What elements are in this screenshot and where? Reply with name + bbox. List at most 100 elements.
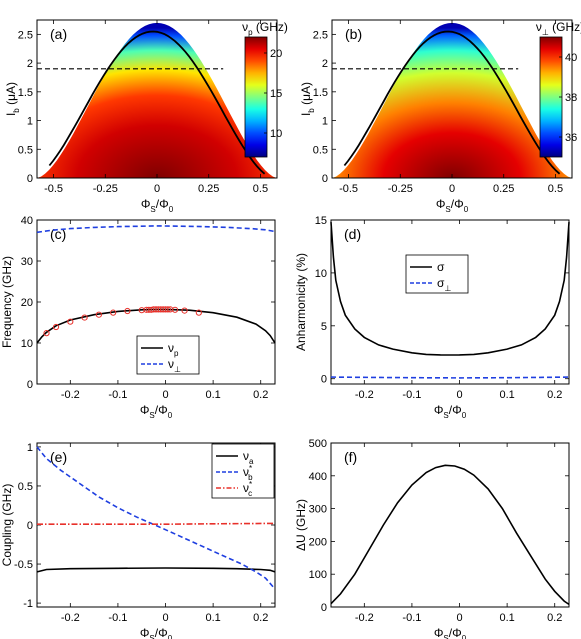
- y-tick-label: 2.5: [18, 29, 33, 41]
- y-tick-label: 0: [27, 379, 33, 391]
- x-tick-label: 0: [449, 183, 455, 195]
- y-tick-label: 0: [27, 173, 33, 185]
- colorbar-tick-label: 10: [270, 128, 282, 140]
- colorbar-tick-label: 15: [270, 88, 282, 100]
- y-tick-label: 2: [27, 58, 33, 70]
- data-point: [171, 306, 179, 313]
- x-tick-label: -0.2: [355, 612, 374, 624]
- legend-entry: ν* c: [243, 480, 252, 498]
- colorbar-label: ν⊥ (GHz): [536, 20, 581, 37]
- legend-entry: σ⊥: [437, 276, 451, 293]
- series-line-2: [37, 522, 276, 525]
- series-line-0: [330, 222, 570, 356]
- x-tick-label: 0: [154, 183, 160, 195]
- y-axis-label: Ib (μA): [4, 82, 21, 116]
- colorbar-tick-label: 20: [270, 48, 282, 60]
- x-tick-label: 0.2: [253, 612, 268, 624]
- y-tick-label: 0.5: [18, 144, 33, 156]
- y-tick-label: 1: [27, 116, 33, 128]
- y-tick-label: 5: [321, 321, 327, 333]
- x-axis-label: ΦS/Φ0: [436, 197, 469, 214]
- x-tick-label: 0.1: [205, 612, 220, 624]
- panel-label: (f): [344, 449, 357, 465]
- legend-entry: ν⊥: [168, 357, 181, 374]
- x-tick-label: -0.25: [93, 183, 118, 195]
- x-tick-label: -0.2: [355, 389, 374, 401]
- x-tick-label: 0.5: [548, 183, 563, 195]
- x-tick-label: 0.1: [499, 612, 514, 624]
- data-point: [81, 314, 88, 321]
- axes-frame: [330, 219, 570, 385]
- panel-a: 10 15 20 νp (GHz) -0.5 -0.25 0 0.25 0.5 0 0.5 1 1.5 2…: [4, 19, 288, 214]
- legend-box: [405, 254, 469, 294]
- y-tick-label: 30: [21, 256, 33, 268]
- y-tick-label: 0: [321, 374, 327, 386]
- y-tick-label: 1.5: [18, 87, 33, 99]
- data-point: [181, 307, 188, 314]
- y-axis-label: Ib (μA): [299, 82, 316, 116]
- legend-entry: νa: [243, 449, 254, 466]
- y-tick-label: 500: [309, 438, 327, 450]
- y-tick-label: 200: [309, 536, 327, 548]
- panel-label: (b): [345, 26, 362, 42]
- y-tick-label: 1: [27, 442, 33, 454]
- y-tick-label: 10: [21, 338, 33, 350]
- y-tick-label: 2: [322, 58, 328, 70]
- colorbar-tick-label: 36: [565, 132, 577, 144]
- x-tick-label: 0.2: [253, 389, 268, 401]
- y-tick-label: 15: [315, 215, 327, 227]
- axes-frame: [330, 442, 570, 608]
- x-tick-label: -0.1: [108, 612, 127, 624]
- y-tick-label: 400: [309, 471, 327, 483]
- data-point: [67, 318, 74, 325]
- series-line-1: [330, 376, 570, 379]
- series-line-0: [36, 567, 276, 573]
- panel-c: -0.2 -0.1 0 0.1 0.2 0 10 20 30 40 ΦS/Φ0 Frequency (…: [0, 215, 276, 420]
- y-tick-label: 100: [309, 569, 327, 581]
- x-tick-label: 0: [456, 612, 462, 624]
- y-tick-label: -0.5: [14, 559, 33, 571]
- critical-current-curve: [48, 30, 266, 175]
- y-axis-label: Frequency (GHz): [0, 256, 14, 348]
- y-tick-label: 40: [21, 215, 33, 227]
- legend-entry: νp: [168, 341, 179, 358]
- heatmap-region: [332, 22, 572, 178]
- x-tick-label: -0.5: [339, 183, 358, 195]
- y-axis-label: ΔU (GHz): [294, 499, 308, 551]
- data-point: [164, 306, 171, 313]
- panel-label: (e): [50, 449, 67, 465]
- y-axis-label: Anharmonicity (%): [294, 253, 308, 351]
- x-tick-label: -0.1: [402, 612, 421, 624]
- legend-box: [211, 443, 275, 499]
- colorbar-tick-label: 40: [565, 52, 577, 64]
- data-point: [195, 309, 202, 316]
- x-tick-label: -0.2: [61, 389, 80, 401]
- y-tick-label: 0: [27, 520, 33, 532]
- data-point: [110, 309, 117, 316]
- x-tick-label: 0.2: [547, 389, 562, 401]
- series-line-0: [330, 464, 570, 606]
- x-tick-label: 0.25: [493, 183, 514, 195]
- x-tick-label: -0.1: [108, 389, 127, 401]
- panel-e: -0.2 -0.1 0 0.1 0.2 -1 -0.5 0 0.5 1 ΦS/Φ0 Coupling …: [0, 442, 276, 639]
- x-tick-label: -0.2: [61, 612, 80, 624]
- x-axis-label: ΦS/Φ0: [141, 197, 174, 214]
- y-tick-label: 1.5: [313, 87, 328, 99]
- legend-box: [136, 335, 200, 375]
- data-point: [43, 330, 50, 337]
- legend-entry: ν* b: [243, 464, 253, 482]
- x-tick-label: 0.1: [499, 389, 514, 401]
- panel-f: -0.2 -0.1 0 0.1 0.2 0 100 200 300 400 500 ΦS/Φ0 ΔU (…: [294, 438, 570, 639]
- y-tick-label: 1: [322, 116, 328, 128]
- y-tick-label: 0: [322, 173, 328, 185]
- y-tick-label: 20: [21, 297, 33, 309]
- colorbar-label: νp (GHz): [242, 20, 288, 37]
- critical-current-curve: [343, 30, 561, 175]
- x-tick-label: -0.25: [388, 183, 413, 195]
- y-axis-label: Coupling (GHz): [0, 484, 14, 567]
- x-tick-label: 0: [456, 389, 462, 401]
- x-axis-label: ΦS/Φ0: [140, 626, 173, 639]
- x-axis-label: ΦS/Φ0: [140, 403, 173, 420]
- data-point: [95, 311, 102, 318]
